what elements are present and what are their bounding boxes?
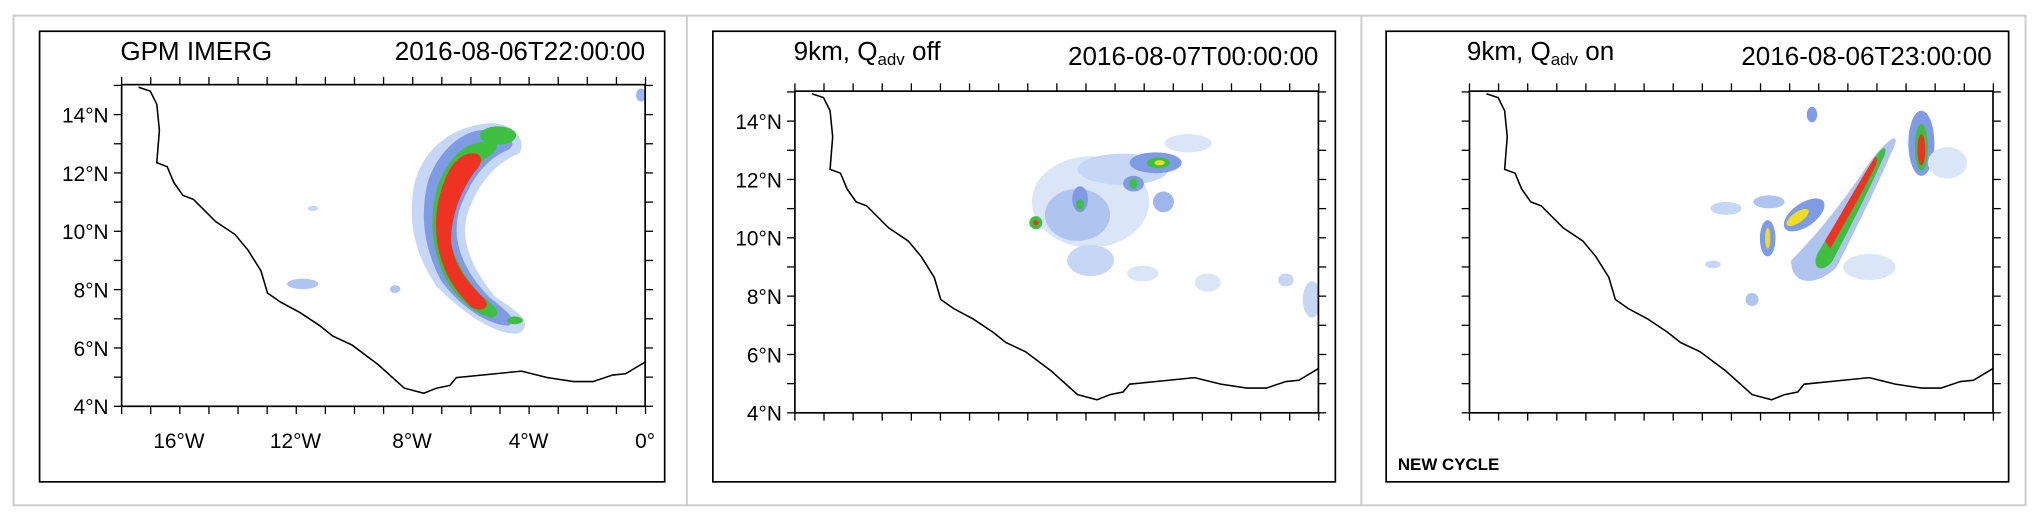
title-part: GPM IMERG [120,36,272,66]
title-part: 9km, Q [794,36,878,66]
panel-frame [38,30,666,483]
precip [287,88,646,334]
map-frame [794,90,1320,414]
y-tick-label: 4°N [747,403,782,426]
x-tick-label: 16°W [153,430,204,453]
x-tick-label: 8°W [392,430,432,453]
map: 14°N 12°N 10°N 8°N 6°N 4°N 16°W 12°W 8°W 4°W 0° [62,76,655,453]
y-tick-label: 8°N [747,286,782,309]
map: 14°N 12°N 10°N 8°N 6°N 4°N [735,83,1327,426]
title-part: off [905,36,941,66]
y-tick-label: 10°N [62,221,109,244]
title-part: on [1578,36,1614,66]
panel: 9km, Qadv on 2016-08-06T23:00:00 NEW CYC… [1385,30,2010,483]
map-frame [120,83,646,408]
y-tick-label: 6°N [74,338,109,361]
panel: 14°N 12°N 10°N 8°N 6°N 4°N 16°W 12°W 8°W 4°W 0° GP… [38,30,666,483]
y-tick-label: 4°N [74,396,109,419]
y-tick-label: 12°N [62,163,109,186]
x-tick-label: 4°W [509,430,549,453]
y-tick-label: 8°N [74,279,109,302]
x-tick-label: 12°W [270,430,321,453]
y-tick-label: 6°N [747,344,782,367]
x-tick-label: 0° [635,430,655,453]
y-tick-label: 14°N [735,111,782,134]
panel-note: NEW CYCLE [1398,455,1499,474]
y-tick-label: 12°N [735,169,782,192]
y-tick-label: 10°N [735,228,782,251]
map [1461,83,2001,421]
panel-time: 2016-08-07T00:00:00 [1068,41,1318,71]
panel-title: 9km, Qadv on [1467,36,1614,69]
outer-frame [12,14,2027,507]
panel-title: 9km, Qadv off [794,36,942,69]
title-part: adv [877,50,905,69]
title-part: adv [1551,50,1579,69]
panel-frame [1385,30,2010,483]
panel-frame [712,30,1337,483]
panel-title: GPM IMERG [120,36,272,66]
panel-time: 2016-08-06T23:00:00 [1741,41,1991,71]
panel: 14°N 12°N 10°N 8°N 6°N 4°N 9km, Qadv off 2016… [712,30,1337,483]
title-part: 9km, Q [1467,36,1551,66]
y-tick-label: 14°N [62,104,109,127]
panel-time: 2016-08-06T22:00:00 [395,36,645,66]
precip [1705,106,1967,307]
precip [1029,134,1319,318]
